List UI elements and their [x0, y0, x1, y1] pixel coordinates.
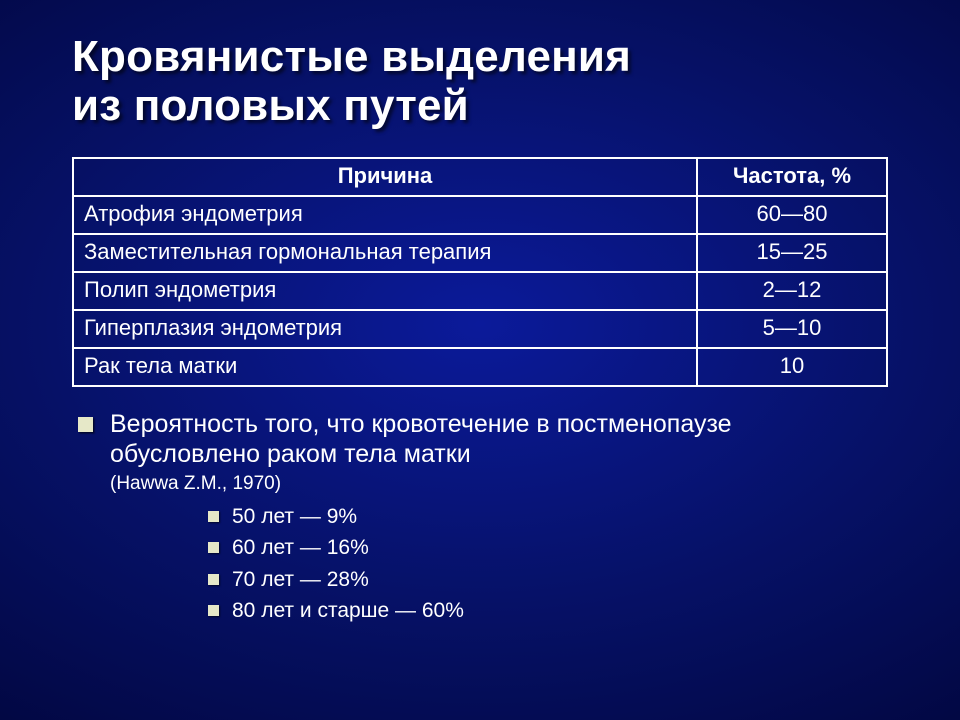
cell-frequency: 10	[697, 348, 887, 386]
cell-cause: Полип эндометрия	[73, 272, 697, 310]
sub-bullet-item: 70 лет — 28%	[206, 564, 888, 596]
cell-cause: Заместительная гормональная терапия	[73, 234, 697, 272]
frequency-table: Причина Частота, % Атрофия эндометрия 60…	[72, 157, 888, 387]
cell-cause: Рак тела матки	[73, 348, 697, 386]
title-line-1: Кровянистые выделения	[72, 32, 631, 81]
cell-cause: Атрофия эндометрия	[73, 196, 697, 234]
bullet-text: Вероятность того, что кровотечение в пос…	[110, 410, 732, 469]
title-line-2: из половых путей	[72, 81, 469, 130]
col-header-cause: Причина	[73, 158, 697, 196]
table-row: Атрофия эндометрия 60—80	[73, 196, 887, 234]
bullet-citation: (Hawwa Z.M., 1970)	[110, 472, 888, 495]
bullet-item: Вероятность того, что кровотечение в пос…	[72, 409, 888, 627]
table-header-row: Причина Частота, %	[73, 158, 887, 196]
slide-title: Кровянистые выделения из половых путей	[72, 32, 888, 131]
cell-cause: Гиперплазия эндометрия	[73, 310, 697, 348]
table-row: Заместительная гормональная терапия 15—2…	[73, 234, 887, 272]
sub-bullet-item: 60 лет — 16%	[206, 532, 888, 564]
cell-frequency: 60—80	[697, 196, 887, 234]
col-header-frequency: Частота, %	[697, 158, 887, 196]
table-row: Рак тела матки 10	[73, 348, 887, 386]
table-row: Полип эндометрия 2—12	[73, 272, 887, 310]
table-row: Гиперплазия эндометрия 5—10	[73, 310, 887, 348]
sub-bullet-list: 50 лет — 9% 60 лет — 16% 70 лет — 28% 80…	[110, 501, 888, 627]
slide-content: Кровянистые выделения из половых путей П…	[0, 0, 960, 720]
bullet-list: Вероятность того, что кровотечение в пос…	[72, 409, 888, 627]
sub-bullet-item: 80 лет и старше — 60%	[206, 595, 888, 627]
sub-bullet-item: 50 лет — 9%	[206, 501, 888, 533]
cell-frequency: 5—10	[697, 310, 887, 348]
cell-frequency: 15—25	[697, 234, 887, 272]
cell-frequency: 2—12	[697, 272, 887, 310]
